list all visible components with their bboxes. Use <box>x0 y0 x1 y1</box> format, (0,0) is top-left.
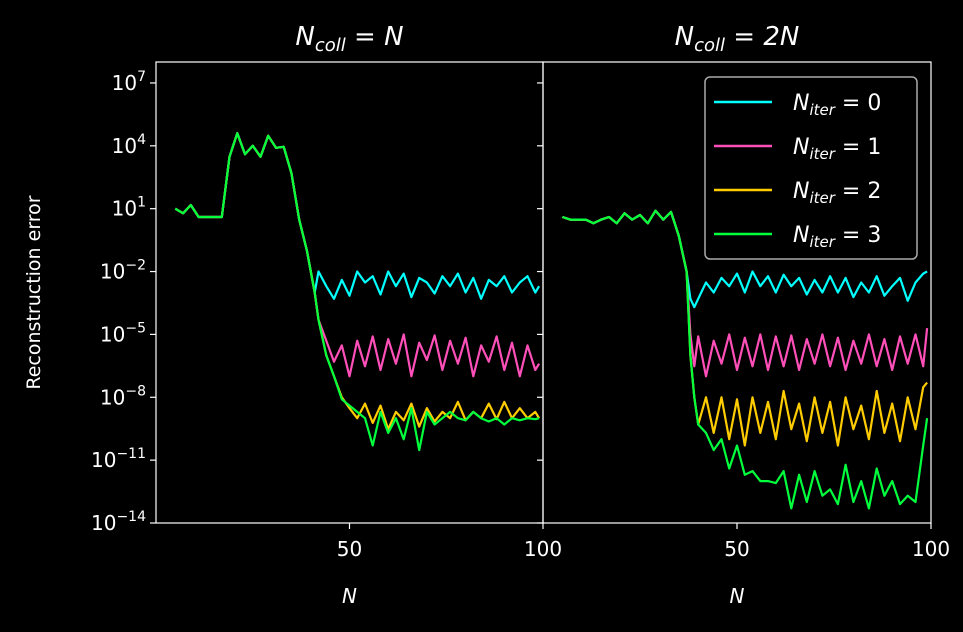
y-axis-label: Reconstruction error <box>23 195 45 389</box>
legend: Niter = 0 Niter = 1 Niter = 2 Niter = 3 <box>704 76 918 260</box>
x-axis-label: N <box>342 584 357 608</box>
y-tick-label: 104 <box>112 132 146 158</box>
y-tick-label: 101 <box>112 195 146 221</box>
legend-label-0: Niter = 0 <box>793 91 881 119</box>
x-tick-label: 100 <box>524 537 562 561</box>
panel-title: Ncoll = 2N <box>675 22 800 56</box>
legend-label-3: Niter = 3 <box>793 223 881 251</box>
x-tick-label: 100 <box>912 537 950 561</box>
y-tick-label: 10−11 <box>91 446 146 472</box>
panel-1: 50 100 107 104 101 10−2 10−5 10−8 10−11 10−14 Ncol… <box>23 22 562 608</box>
panel-title: Ncoll = N <box>295 22 403 56</box>
legend-label-2: Niter = 2 <box>793 179 881 207</box>
legend-box <box>704 76 918 260</box>
legend-label-1: Niter = 1 <box>793 135 881 163</box>
x-tick-label: 50 <box>337 537 362 561</box>
y-tick-label: 10−5 <box>100 320 146 346</box>
x-axis-label: N <box>730 584 745 608</box>
series-line-3 <box>174 132 540 452</box>
y-tick-label: 10−14 <box>91 509 146 535</box>
series-line-3 <box>562 209 929 510</box>
x-tick-label: 50 <box>724 537 749 561</box>
y-tick-label: 107 <box>112 69 146 95</box>
y-tick-label: 10−2 <box>100 258 146 284</box>
y-tick-label: 10−8 <box>100 383 146 409</box>
